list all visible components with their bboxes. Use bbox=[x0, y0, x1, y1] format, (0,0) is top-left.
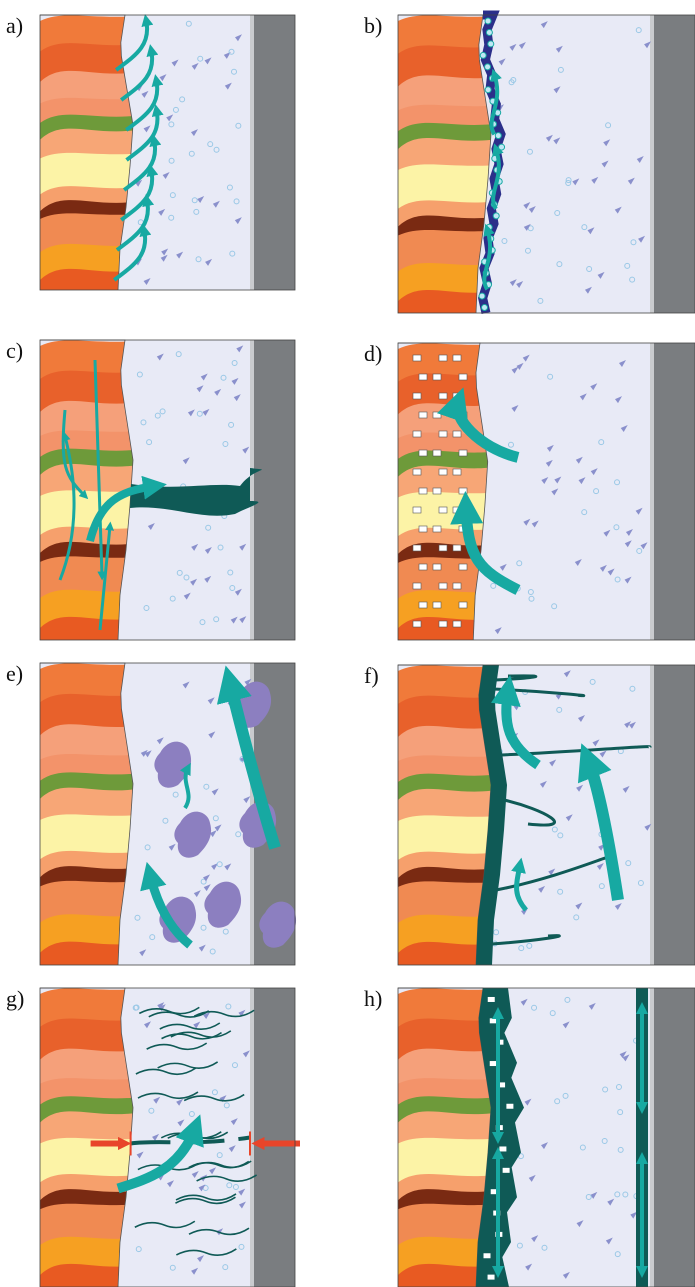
solid-particle bbox=[439, 583, 447, 589]
solid-particle bbox=[433, 602, 441, 608]
panel-label: b) bbox=[364, 13, 382, 38]
solid-particle bbox=[499, 1146, 506, 1151]
solid-particle bbox=[439, 393, 447, 399]
solid-particle bbox=[459, 602, 467, 608]
panel bbox=[398, 343, 695, 640]
casing-edge bbox=[250, 340, 254, 640]
solid-particle bbox=[439, 469, 447, 475]
casing bbox=[250, 340, 295, 640]
solid-particle bbox=[433, 564, 441, 570]
casing-edge bbox=[250, 15, 254, 290]
solid-particle bbox=[484, 1253, 491, 1258]
solid-particle bbox=[490, 1018, 497, 1023]
solid-particle bbox=[413, 469, 421, 475]
solid-particle bbox=[413, 621, 421, 627]
bubble bbox=[499, 144, 505, 150]
solid-particle bbox=[459, 564, 467, 570]
solid-particle bbox=[439, 507, 447, 513]
diagram: a) b) c) d) e) f) g) h) bbox=[0, 0, 695, 1287]
bubble bbox=[479, 293, 485, 299]
bubble bbox=[486, 29, 492, 35]
solid-particle bbox=[433, 488, 441, 494]
panel-label: e) bbox=[6, 661, 23, 686]
casing bbox=[250, 988, 295, 1287]
solid-particle bbox=[459, 374, 467, 380]
panel bbox=[398, 665, 695, 965]
solid-particle bbox=[419, 602, 427, 608]
solid-particle bbox=[459, 450, 467, 456]
solid-particle bbox=[433, 412, 441, 418]
solid-particle bbox=[488, 997, 495, 1002]
solid-particle bbox=[413, 583, 421, 589]
solid-particle bbox=[413, 507, 421, 513]
solid-particle bbox=[453, 507, 461, 513]
solid-particle bbox=[419, 412, 427, 418]
solid-particle bbox=[419, 564, 427, 570]
solid-particle bbox=[453, 621, 461, 627]
casing-edge bbox=[650, 665, 654, 965]
solid-particle bbox=[413, 355, 421, 361]
solid-particle bbox=[419, 450, 427, 456]
panel-label: g) bbox=[6, 986, 24, 1011]
solid-particle bbox=[453, 431, 461, 437]
bubble bbox=[482, 305, 488, 311]
solid-particle bbox=[439, 545, 447, 551]
bubble bbox=[495, 133, 501, 139]
solid-particle bbox=[413, 393, 421, 399]
panel-label: f) bbox=[364, 663, 379, 688]
bubble bbox=[485, 18, 491, 24]
solid-particle bbox=[453, 545, 461, 551]
solid-particle bbox=[413, 545, 421, 551]
solid-particle bbox=[503, 1168, 510, 1173]
solid-particle bbox=[419, 374, 427, 380]
casing bbox=[250, 15, 295, 290]
casing bbox=[650, 343, 695, 640]
solid-particle bbox=[453, 583, 461, 589]
panel bbox=[40, 988, 300, 1287]
bubble bbox=[488, 41, 494, 47]
solid-particle bbox=[413, 431, 421, 437]
solid-particle bbox=[459, 488, 467, 494]
panel bbox=[398, 15, 695, 313]
panel-label: c) bbox=[6, 338, 23, 363]
solid-particle bbox=[490, 1061, 497, 1066]
panel-label: d) bbox=[364, 341, 382, 366]
panel-label: a) bbox=[6, 13, 23, 38]
bubble bbox=[480, 52, 486, 58]
casing bbox=[650, 988, 695, 1287]
solid-particle bbox=[439, 621, 447, 627]
bubble bbox=[485, 87, 491, 93]
solid-particle bbox=[433, 526, 441, 532]
casing bbox=[650, 665, 695, 965]
solid-particle bbox=[439, 355, 447, 361]
solid-particle bbox=[453, 355, 461, 361]
casing-edge bbox=[650, 343, 654, 640]
bubble bbox=[493, 213, 499, 219]
bubble bbox=[485, 64, 491, 70]
panel-label: h) bbox=[364, 986, 382, 1011]
solid-particle bbox=[488, 1275, 495, 1280]
solid-particle bbox=[453, 469, 461, 475]
panel bbox=[398, 988, 695, 1287]
solid-particle bbox=[439, 431, 447, 437]
solid-particle bbox=[433, 450, 441, 456]
solid-particle bbox=[419, 526, 427, 532]
solid-particle bbox=[453, 393, 461, 399]
panel bbox=[40, 15, 295, 290]
casing-edge bbox=[650, 988, 654, 1287]
solid-particle bbox=[419, 488, 427, 494]
casing bbox=[650, 15, 695, 313]
solid-particle bbox=[506, 1104, 513, 1109]
panel bbox=[40, 663, 296, 965]
panel bbox=[40, 340, 295, 640]
solid-particle bbox=[433, 374, 441, 380]
casing-edge bbox=[650, 15, 654, 313]
